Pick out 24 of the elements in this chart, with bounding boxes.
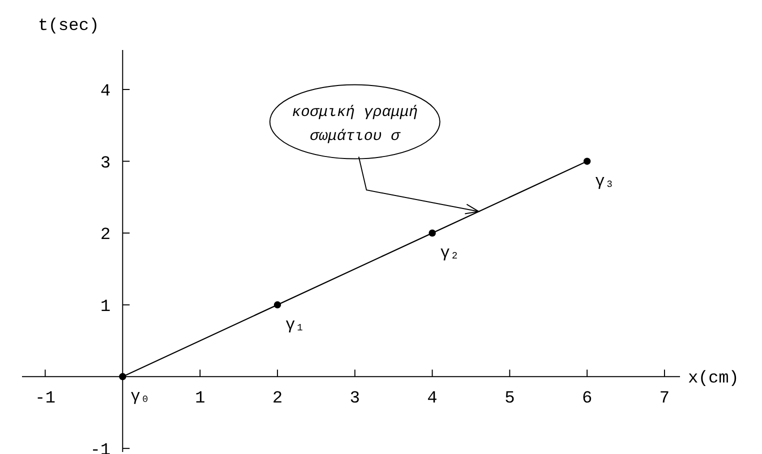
- y-tick-label: 1: [100, 298, 111, 317]
- annotation: γ₃: [595, 172, 614, 190]
- x-tick-label: 7: [659, 390, 670, 409]
- annotation: κοσμική γραμμή σωμάτιου σ: [292, 104, 418, 145]
- x-tick-label: -1: [35, 390, 56, 409]
- x-tick-label: 5: [504, 390, 515, 409]
- point: [428, 229, 436, 237]
- y-tick-label: 3: [100, 154, 111, 174]
- x-tick-label: 3: [350, 390, 360, 409]
- annotation: γ₂: [440, 244, 460, 262]
- x-tick-label: 2: [272, 390, 283, 409]
- point: [119, 373, 126, 380]
- x-tick-label: 4: [427, 390, 438, 409]
- y-tick-label: -1: [90, 441, 111, 454]
- x-axis-title: x(cm): [688, 370, 740, 389]
- x-tick-label: 6: [582, 390, 592, 409]
- y-tick-label: 4: [100, 82, 111, 102]
- y-axis-title: t(sec): [38, 17, 100, 36]
- point: [274, 301, 282, 308]
- annotation: γ₀: [130, 388, 150, 406]
- x-tick-label: 1: [194, 390, 206, 409]
- point: [584, 158, 591, 165]
- y-tick-label: 2: [100, 226, 111, 246]
- annotation: γ₁: [285, 316, 305, 334]
